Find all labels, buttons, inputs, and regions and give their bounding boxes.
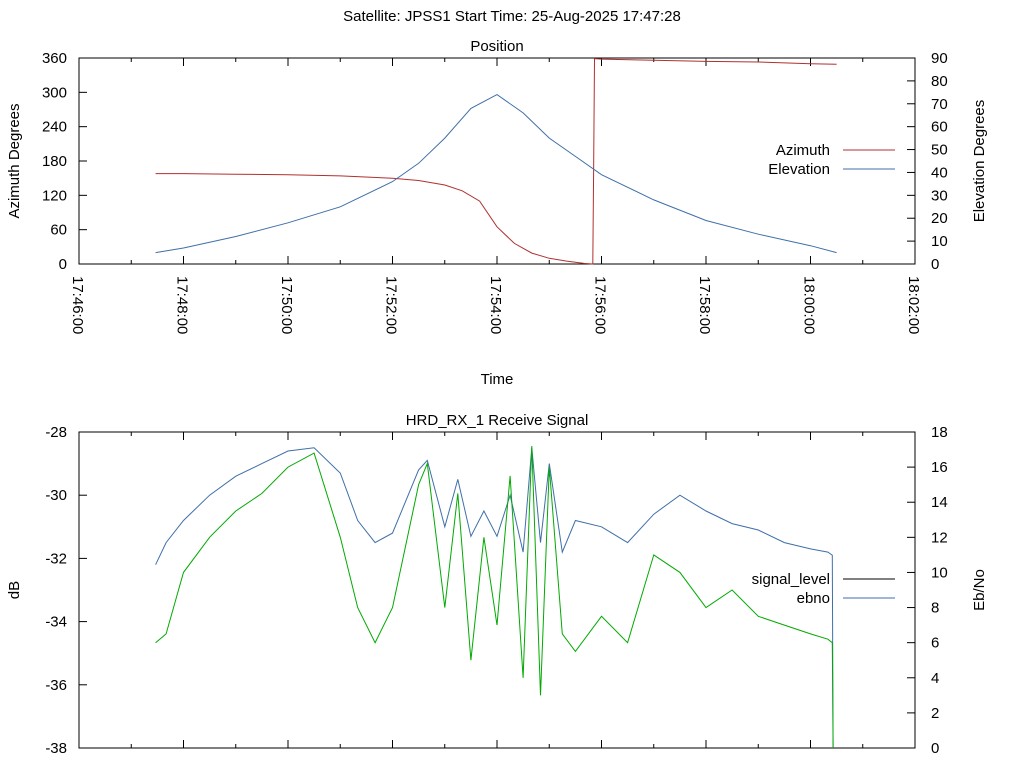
x-tick-label: 18:00:00 <box>801 276 818 334</box>
series-line-ebno <box>155 445 834 749</box>
y-tick-label: -34 <box>45 614 67 631</box>
y2-tick-label: 10 <box>931 564 948 581</box>
y-tick-label: -38 <box>45 740 67 757</box>
y-tick-label: 360 <box>42 50 67 67</box>
legend-label: ebno <box>797 590 830 607</box>
x-tick-label: 17:56:00 <box>592 276 609 334</box>
x-tick-label: 17:52:00 <box>383 276 400 334</box>
y2-tick-label: 2 <box>931 705 939 722</box>
y-tick-label: 240 <box>42 119 67 136</box>
series-line-signal_level <box>155 447 834 749</box>
y2-tick-label: 90 <box>931 50 948 67</box>
y-tick-label: 300 <box>42 84 67 101</box>
legend-label: Azimuth <box>776 142 830 159</box>
legend-label: Elevation <box>768 161 830 178</box>
y-axis-label: Azimuth Degrees <box>6 103 23 218</box>
y2-tick-label: 70 <box>931 96 948 113</box>
y2-axis-label: Eb/No <box>971 569 988 611</box>
y2-tick-label: 10 <box>931 233 948 250</box>
y-tick-label: 180 <box>42 153 67 170</box>
y-axis-label: dB <box>6 581 23 599</box>
x-tick-label: 17:48:00 <box>174 276 191 334</box>
legend-label: signal_level <box>752 571 830 588</box>
y2-tick-label: 0 <box>931 256 939 273</box>
chart-title: HRD_RX_1 Receive Signal <box>406 412 589 429</box>
y-tick-label: -32 <box>45 550 67 567</box>
y2-tick-label: 16 <box>931 459 948 476</box>
y-tick-label: -28 <box>45 424 67 441</box>
y2-tick-label: 12 <box>931 529 948 546</box>
y2-tick-label: 40 <box>931 164 948 181</box>
y-tick-label: 60 <box>50 222 67 239</box>
x-axis-label: Time <box>481 371 514 388</box>
series-line-Azimuth <box>155 58 837 265</box>
y-tick-label: -36 <box>45 677 67 694</box>
y2-tick-label: 50 <box>931 142 948 159</box>
x-tick-label: 17:46:00 <box>69 276 86 334</box>
series-line-Elevation <box>155 94 837 254</box>
y2-tick-label: 6 <box>931 635 939 652</box>
y-tick-label: 120 <box>42 187 67 204</box>
x-tick-label: 17:54:00 <box>487 276 504 334</box>
y2-tick-label: 18 <box>931 424 948 441</box>
y2-tick-label: 30 <box>931 187 948 204</box>
page-title: Satellite: JPSS1 Start Time: 25-Aug-2025… <box>343 8 681 25</box>
y2-axis-label: Elevation Degrees <box>971 100 988 223</box>
y2-tick-label: 80 <box>931 73 948 90</box>
y2-tick-label: 20 <box>931 210 948 227</box>
y2-tick-label: 0 <box>931 740 939 757</box>
x-tick-label: 18:02:00 <box>905 276 922 334</box>
y2-tick-label: 8 <box>931 600 939 617</box>
y-tick-label: 0 <box>59 256 67 273</box>
y2-tick-label: 14 <box>931 494 948 511</box>
x-tick-label: 17:58:00 <box>696 276 713 334</box>
y-tick-label: -30 <box>45 487 67 504</box>
chart-title: Position <box>470 38 523 55</box>
x-tick-label: 17:50:00 <box>278 276 295 334</box>
plot-frame <box>78 431 916 749</box>
y2-tick-label: 60 <box>931 119 948 136</box>
y2-tick-label: 4 <box>931 670 939 687</box>
